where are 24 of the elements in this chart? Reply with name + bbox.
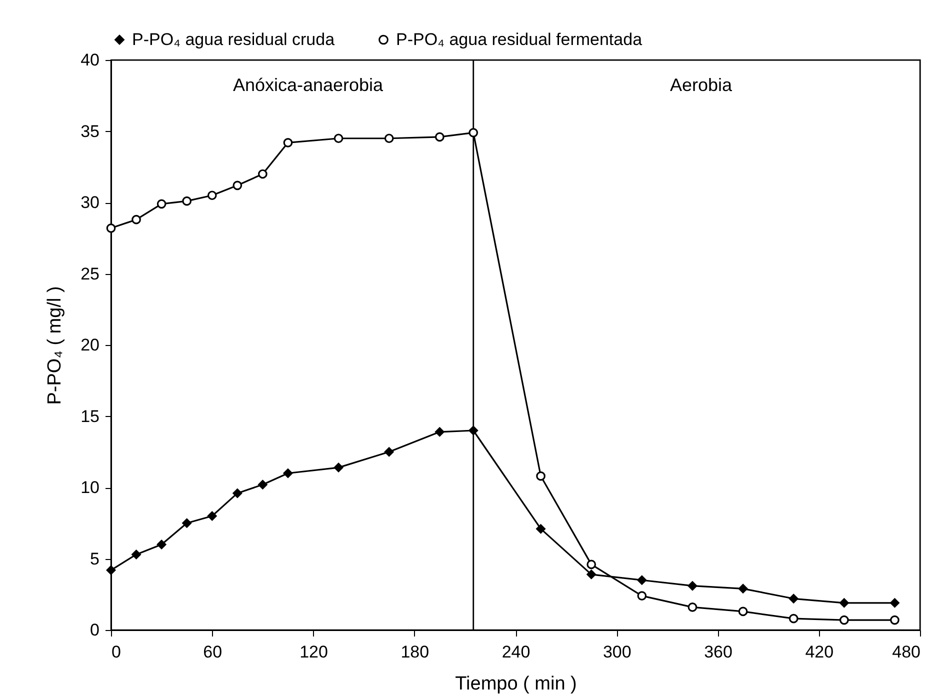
x-tick-label: 420 [805,642,834,662]
legend-label: P-PO₄ agua residual cruda [132,30,336,49]
x-tick-label: 240 [502,642,530,662]
x-tick-label: 0 [112,642,121,662]
y-tick-label: 0 [90,620,100,640]
annotation: Aerobia [670,75,734,95]
y-tick-label: 5 [90,549,100,568]
y-axis-title: P-PO₄ ( mg/l ) [44,286,66,405]
x-tick-label: 360 [704,642,732,662]
annotation: Anóxica-anaerobia [232,75,384,95]
y-tick-label: 30 [80,193,100,212]
x-axis-title: Tiempo ( min ) [455,674,577,694]
y-tick-label: 25 [80,264,100,284]
y-tick-label: 15 [80,406,100,426]
y-tick-label: 35 [80,122,100,141]
x-tick-label: 120 [300,642,328,662]
legend-label: P-PO₄ agua residual fermentada [396,30,643,49]
x-tick-label: 480 [892,642,920,662]
y-tick-label: 20 [80,336,100,354]
y-tick-label: 40 [80,50,100,70]
y-tick-label: 10 [80,478,100,497]
x-tick-label: 300 [602,642,632,662]
x-tick-label: 180 [400,642,430,662]
x-tick-label: 60 [203,642,222,662]
